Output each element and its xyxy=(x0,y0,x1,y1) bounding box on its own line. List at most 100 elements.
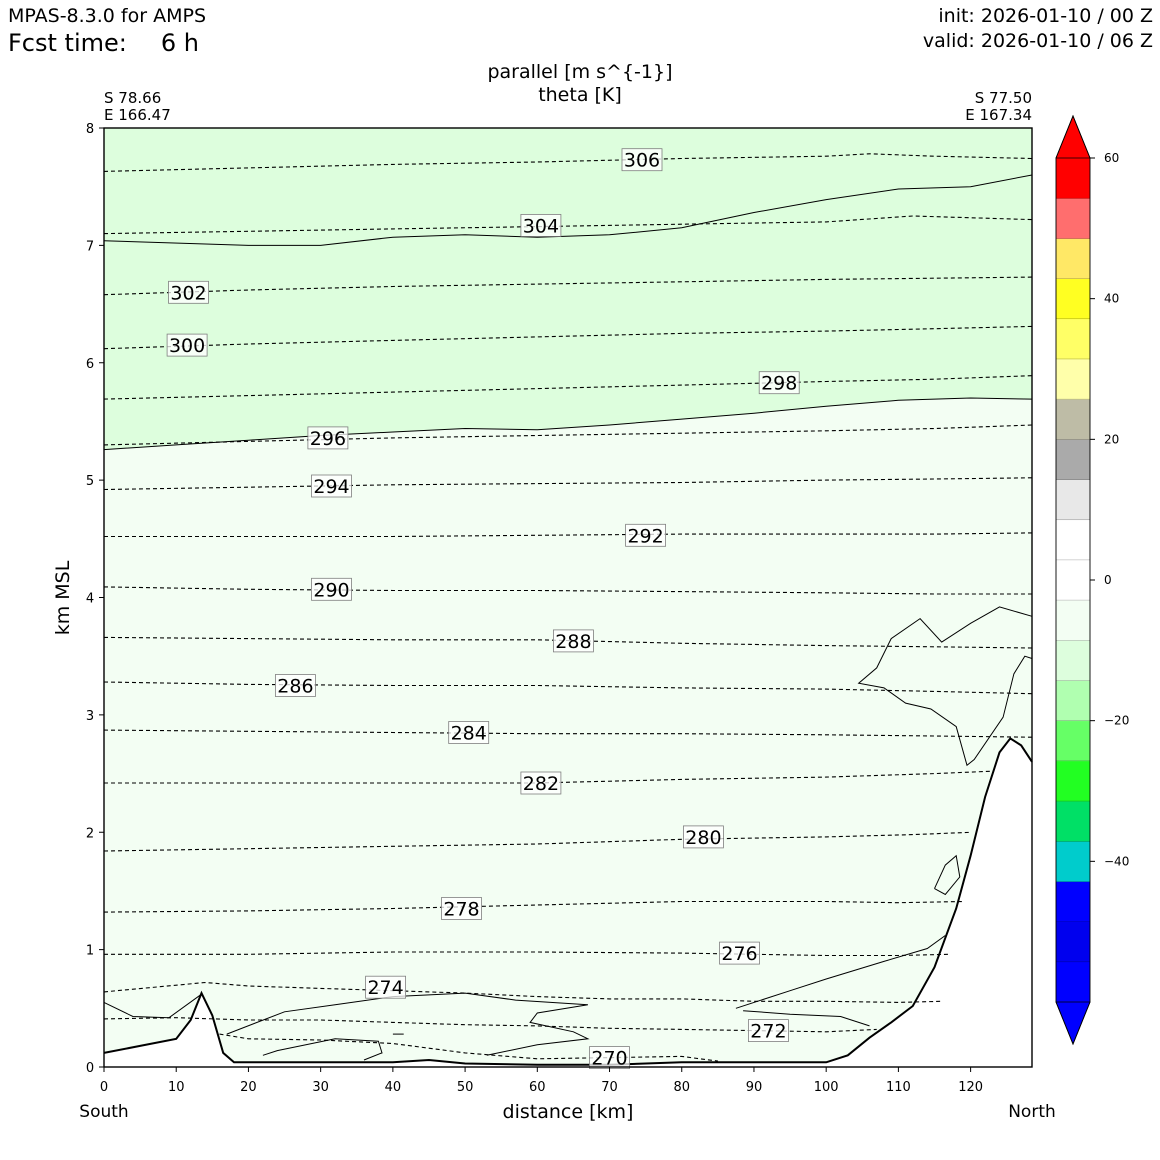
colorbar-under-extension xyxy=(1055,1001,1091,1046)
theta-contour-288 xyxy=(103,636,1033,649)
contour-label-298: 298 xyxy=(761,373,797,395)
contour-label-306: 306 xyxy=(624,150,660,172)
fill-region-1 xyxy=(104,128,1032,450)
x-tick-label-90: 90 xyxy=(746,1080,763,1095)
colorbar: 60 40 20 0 −20 −40 xyxy=(1055,114,1129,1046)
colorbar-segment-19 xyxy=(1056,198,1090,239)
colorbar-tick-label-4: −20 xyxy=(1104,714,1129,728)
wind-zero-contour-5 xyxy=(743,1010,870,1027)
forecast-time-label: Fcst time: xyxy=(8,29,127,57)
contour-label-box-292 xyxy=(625,523,666,547)
colorbar-tick-label-5: −40 xyxy=(1104,854,1129,868)
y-tick-label-8: 8 xyxy=(86,122,94,137)
x-tick-label-10: 10 xyxy=(168,1080,185,1095)
filled-regions xyxy=(104,128,1032,1067)
theta-contour-300 xyxy=(103,325,1033,350)
forecast-time-value: 6 h xyxy=(160,29,199,57)
forecast-time: Fcst time: 6 h xyxy=(8,29,199,57)
wind-zero-contour-4 xyxy=(735,935,946,1009)
contour-label-284: 284 xyxy=(451,723,487,745)
theta-contour-280 xyxy=(103,831,971,852)
y-tick-label-0: 0 xyxy=(86,1061,94,1076)
x-axis-label: distance [km] xyxy=(503,1101,634,1123)
contour-label-274: 274 xyxy=(367,977,403,999)
contour-label-294: 294 xyxy=(313,476,349,498)
contour-label-box-284 xyxy=(448,721,490,744)
colorbar-over-extension xyxy=(1055,114,1091,159)
colorbar-segment-9 xyxy=(1056,600,1090,641)
contour-label-box-300 xyxy=(166,333,208,357)
contour-label-box-296 xyxy=(307,426,349,450)
contour-label-290: 290 xyxy=(313,579,349,601)
colorbar-segment-13 xyxy=(1056,439,1090,480)
x-tick-label-60: 60 xyxy=(529,1080,546,1095)
y-tick-label-1: 1 xyxy=(86,944,94,959)
theta-contour-286 xyxy=(103,681,1033,695)
contour-label-box-302 xyxy=(168,280,209,304)
left-latitude: S 78.66 xyxy=(104,89,161,107)
contour-label-box-272 xyxy=(748,1019,789,1042)
wind-zero-contour-7 xyxy=(226,992,590,1056)
colorbar-segment-20 xyxy=(1056,158,1090,199)
terrain-outline xyxy=(103,737,1033,1066)
colorbar-segment-5 xyxy=(1056,760,1090,802)
contour-label-270: 270 xyxy=(591,1048,627,1070)
wind-zero-contour-0 xyxy=(103,397,1033,451)
contour-label-280: 280 xyxy=(685,827,721,849)
y-axis-ticks: 0 1 2 3 4 5 6 7 8 xyxy=(86,122,104,1076)
contour-label-278: 278 xyxy=(443,899,479,921)
theta-contour-306 xyxy=(103,153,1033,172)
colorbar-segment-3 xyxy=(1056,841,1090,882)
y-tick-label-3: 3 xyxy=(86,709,94,724)
colorbar-segment-0 xyxy=(1056,961,1090,1003)
colorbar-segment-11 xyxy=(1056,519,1090,561)
wind-zero-contour-1 xyxy=(103,174,1033,246)
chart-title-line1: parallel [m s^{-1}] xyxy=(487,61,672,83)
colorbar-segment-7 xyxy=(1056,680,1090,722)
contour-label-292: 292 xyxy=(627,525,663,547)
x-tick-label-50: 50 xyxy=(457,1080,474,1095)
contour-label-box-276 xyxy=(719,941,760,965)
colorbar-tick-label-1: 40 xyxy=(1104,292,1119,306)
contour-label-box-288 xyxy=(553,629,594,653)
contour-label-box-278 xyxy=(441,897,482,920)
wind-zero-contour-3 xyxy=(934,854,961,896)
contour-label-272: 272 xyxy=(750,1021,786,1043)
theta-contour-284 xyxy=(103,729,1033,738)
theta-contour-270 xyxy=(219,1033,718,1062)
colorbar-tick-label-2: 20 xyxy=(1104,432,1119,446)
x-tick-label-80: 80 xyxy=(673,1080,690,1095)
south-label: South xyxy=(79,1102,128,1122)
x-tick-label-120: 120 xyxy=(958,1080,983,1095)
contour-label-296: 296 xyxy=(310,428,346,450)
contour-label-box-282 xyxy=(520,771,562,795)
valid-time: valid: 2026-01-10 / 06 Z xyxy=(922,30,1153,52)
contour-label-box-306 xyxy=(621,148,663,172)
colorbar-segment-14 xyxy=(1056,399,1090,440)
contour-label-box-274 xyxy=(365,975,407,999)
colorbar-segment-15 xyxy=(1056,358,1090,400)
right-longitude: E 167.34 xyxy=(965,106,1032,124)
x-axis-ticks: 0 10 20 30 40 50 60 70 80 90 100 110 120 xyxy=(100,1067,983,1095)
zero-wind-contours xyxy=(103,174,1033,1066)
contour-labels: 270 272 274 276 278 280 282 284 286 288 290 292 294 2… xyxy=(166,148,800,1070)
contour-label-box-304 xyxy=(520,213,562,237)
y-tick-label-4: 4 xyxy=(86,592,94,607)
theta-contour-274 xyxy=(103,981,942,1003)
colorbar-segment-6 xyxy=(1056,720,1090,762)
theta-contours xyxy=(103,153,1033,1062)
colorbar-segment-8 xyxy=(1056,640,1090,681)
x-tick-label-0: 0 xyxy=(100,1080,108,1095)
wind-zero-contour-8 xyxy=(262,1038,383,1061)
y-axis-label: km MSL xyxy=(52,560,74,635)
y-tick-label-7: 7 xyxy=(86,239,94,254)
contour-label-302: 302 xyxy=(170,282,206,304)
colorbar-tick-label-0: 60 xyxy=(1104,151,1119,165)
x-tick-label-70: 70 xyxy=(601,1080,618,1095)
colorbar-segment-12 xyxy=(1056,479,1090,521)
colorbar-segment-2 xyxy=(1056,881,1090,923)
colorbar-segment-4 xyxy=(1056,801,1090,842)
theta-contour-292 xyxy=(104,532,1033,538)
theta-contour-302 xyxy=(103,276,1033,296)
